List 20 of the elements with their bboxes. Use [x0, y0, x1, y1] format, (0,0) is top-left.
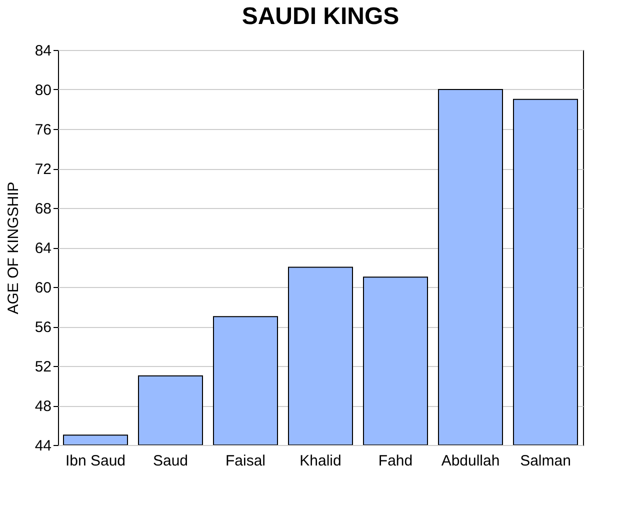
y-tick-label: 68 [34, 200, 52, 218]
y-tick-label: 56 [34, 319, 52, 336]
y-tick-label: 72 [34, 161, 52, 178]
x-tick-label: Fahd [378, 452, 413, 470]
y-tick-label: 48 [34, 398, 52, 415]
y-tick-label: 64 [34, 240, 52, 257]
x-tick-label: Salman [520, 452, 571, 470]
y-tick-label: 80 [34, 82, 52, 99]
y-axis-title: AGE OF KINGSHIP [4, 182, 22, 314]
y-tick-label: 52 [34, 358, 52, 376]
y-tick-label: 44 [34, 438, 52, 454]
x-tick-label: Saud [152, 452, 188, 470]
y-tick-label: 60 [34, 280, 52, 296]
x-tick-label: Ibn Saud [65, 452, 126, 470]
chart-title: SAUDI KINGS [242, 3, 400, 30]
x-tick-label: Abdullah [441, 452, 500, 470]
x-tick-label: Faisal [225, 452, 266, 470]
y-tick-label: 84 [34, 42, 52, 60]
x-tick-label: Khalid [300, 452, 342, 470]
y-tick-label: 76 [34, 122, 52, 138]
